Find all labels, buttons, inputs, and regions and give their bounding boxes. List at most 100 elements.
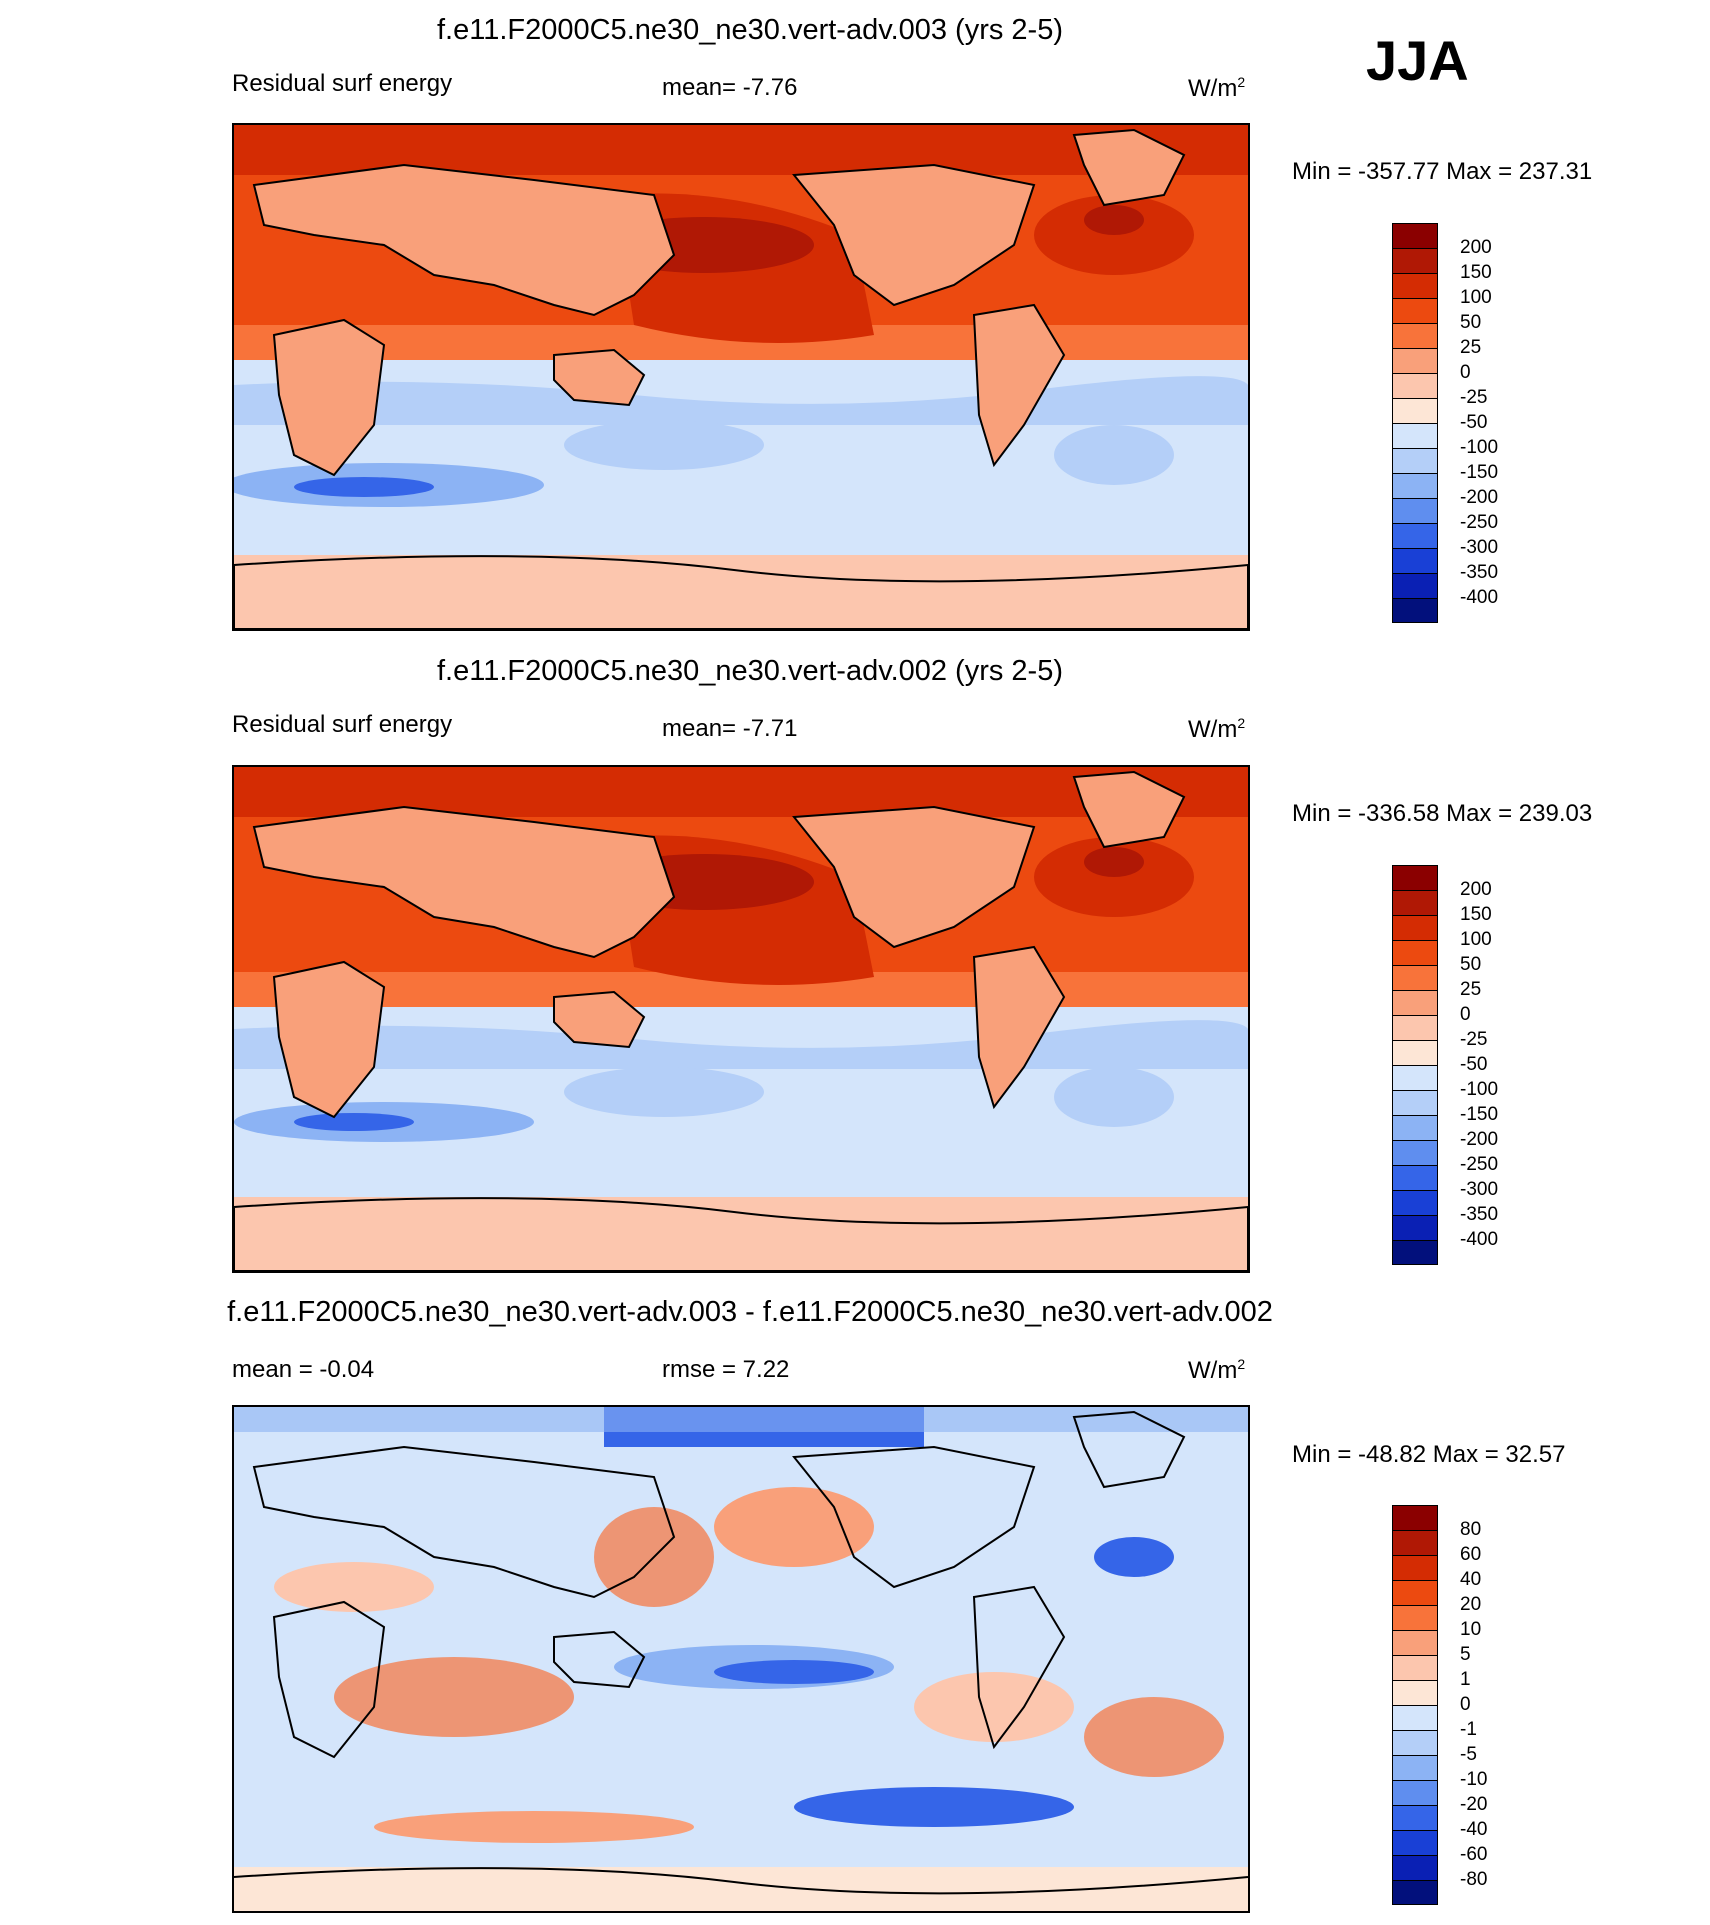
panel-3-colorbar-box [1392, 1655, 1438, 1680]
panel-3-colorbar-label: 80 [1460, 1519, 1482, 1540]
panel-2-colorbar-box [1392, 1165, 1438, 1190]
panel-3-colorbar-box [1392, 1605, 1438, 1630]
panel-3-colorbar-box [1392, 1555, 1438, 1580]
panel-3-colorbar-box [1392, 1530, 1438, 1555]
panel-3-units: W/m2 [1188, 1356, 1246, 1384]
panel-2-colorbar-box [1392, 1015, 1438, 1040]
panel-2-colorbar-box [1392, 865, 1438, 890]
panel-3-colorbar-box [1392, 1730, 1438, 1755]
panel-1-colorbar-label: 0 [1460, 362, 1471, 383]
panel-2-units: W/m2 [1188, 715, 1246, 743]
panel-3-colorbar-box [1392, 1880, 1438, 1905]
panel-1-colorbar-box [1392, 598, 1438, 623]
panel-2-colorbar-box [1392, 1240, 1438, 1265]
panel-3-colorbar-label: 1 [1460, 1669, 1471, 1690]
panel-2-colorbar-label: 150 [1460, 904, 1492, 925]
panel-3-colorbar-label: 0 [1460, 1694, 1471, 1715]
panel-1-colorbar-label: -300 [1460, 537, 1499, 558]
panel-2-mean-label: mean= -7.71 [662, 715, 798, 742]
panel-2-colorbar-label: -400 [1460, 1229, 1499, 1250]
panel-2-colorbar-label: -150 [1460, 1104, 1499, 1125]
panel-2-colorbar [1392, 865, 1438, 1265]
panel-1-colorbar-box [1392, 498, 1438, 523]
panel-3-minmax: Min = -48.82 Max = 32.57 [1292, 1441, 1566, 1468]
panel-3-mean-label: mean = -0.04 [232, 1356, 375, 1383]
panel-1-title: f.e11.F2000C5.ne30_ne30.vert-adv.003 (yr… [436, 14, 1064, 46]
panel-2-colorbar-box [1392, 990, 1438, 1015]
season-label: JJA [1366, 29, 1469, 92]
panel-2-colorbar-box [1392, 1190, 1438, 1215]
panel-1-colorbar-box [1392, 423, 1438, 448]
panel-1-colorbar-box [1392, 523, 1438, 548]
panel-1-colorbar-label: 150 [1460, 262, 1492, 283]
panel-2-colorbar-box [1392, 1140, 1438, 1165]
panel-1-colorbar [1392, 223, 1438, 623]
panel-2-colorbar-box [1392, 1065, 1438, 1090]
panel-3-title: f.e11.F2000C5.ne30_ne30.vert-adv.003 - f… [227, 1296, 1273, 1328]
panel-2-colorbar-box [1392, 1040, 1438, 1065]
panel-1-colorbar-label: -100 [1460, 437, 1499, 458]
panel-2-colorbar-box [1392, 890, 1438, 915]
panel-1-colorbar-label: -400 [1460, 587, 1499, 608]
panel-2-colorbar-label: -250 [1460, 1154, 1499, 1175]
panel-1-units: W/m2 [1188, 74, 1246, 102]
panel-2-colorbar-label: 25 [1460, 979, 1482, 1000]
panel-2-colorbar-label: 100 [1460, 929, 1492, 950]
panel-2-colorbar-label: -350 [1460, 1204, 1499, 1225]
panel-3-colorbar-label: -10 [1460, 1769, 1488, 1790]
panel-1-colorbar-box [1392, 298, 1438, 323]
panel-3-colorbar-label: 20 [1460, 1594, 1482, 1615]
panel-1-colorbar-box [1392, 248, 1438, 273]
panel-3-colorbar-label: -5 [1460, 1744, 1477, 1765]
panel-2-colorbar-box [1392, 940, 1438, 965]
panel-2-colorbar-box [1392, 1090, 1438, 1115]
panel-1-colorbar-box [1392, 548, 1438, 573]
panel-3-colorbar-box [1392, 1630, 1438, 1655]
panel-2-colorbar-label: 50 [1460, 954, 1482, 975]
panel-2-colorbar-box [1392, 1215, 1438, 1240]
panel-1-colorbar-box [1392, 573, 1438, 598]
panel-1-colorbar-label: -150 [1460, 462, 1499, 483]
panel-1-colorbar-box [1392, 323, 1438, 348]
panel-3-rmse-label: rmse = 7.22 [662, 1356, 790, 1383]
panel-2-field-label: Residual surf energy [232, 711, 453, 738]
panel-1-colorbar-box [1392, 373, 1438, 398]
panel-3-colorbar-label: -1 [1460, 1719, 1477, 1740]
panel-2-title: f.e11.F2000C5.ne30_ne30.vert-adv.002 (yr… [436, 655, 1064, 687]
panel-3-colorbar-label: -80 [1460, 1869, 1488, 1890]
panel-2-colorbar-label: 0 [1460, 1004, 1471, 1025]
panel-1-colorbar-box [1392, 398, 1438, 423]
panel-3-colorbar-box [1392, 1580, 1438, 1605]
panel-1-colorbar-label: -250 [1460, 512, 1499, 533]
panel-2-colorbar-label: -25 [1460, 1029, 1488, 1050]
panel-3-colorbar-label: 10 [1460, 1619, 1482, 1640]
panel-1-colorbar-box [1392, 223, 1438, 248]
panel-1-mean-label: mean= -7.76 [662, 74, 798, 101]
panel-3-colorbar-label: 40 [1460, 1569, 1482, 1590]
panel-3-colorbar-box [1392, 1705, 1438, 1730]
panel-1-colorbar-box [1392, 448, 1438, 473]
panel-1-colorbar-label: 100 [1460, 287, 1492, 308]
panel-2-colorbar-label: -100 [1460, 1079, 1499, 1100]
panel-3-colorbar [1392, 1505, 1438, 1905]
panel-3-colorbar-label: -20 [1460, 1794, 1488, 1815]
panel-1-field-label: Residual surf energy [232, 70, 453, 97]
panel-1-minmax: Min = -357.77 Max = 237.31 [1292, 158, 1593, 185]
panel-3-colorbar-box [1392, 1805, 1438, 1830]
panel-1-colorbar-label: -200 [1460, 487, 1499, 508]
panel-2-minmax: Min = -336.58 Max = 239.03 [1292, 800, 1593, 827]
panel-2-colorbar-label: -200 [1460, 1129, 1499, 1150]
panel-1-colorbar-label: -25 [1460, 387, 1488, 408]
panel-3-colorbar-box [1392, 1505, 1438, 1530]
panel-1-colorbar-label: 25 [1460, 337, 1482, 358]
panel-3-colorbar-box [1392, 1830, 1438, 1855]
panel-3-colorbar-label: -60 [1460, 1844, 1488, 1865]
panel-1-colorbar-box [1392, 273, 1438, 298]
panel-3-colorbar-box [1392, 1780, 1438, 1805]
panel-2-colorbar-label: -50 [1460, 1054, 1488, 1075]
panel-1-colorbar-box [1392, 473, 1438, 498]
panel-3-colorbar-box [1392, 1755, 1438, 1780]
panel-1-colorbar-label: -350 [1460, 562, 1499, 583]
panel-1-colorbar-box [1392, 348, 1438, 373]
panel-2-colorbar-box [1392, 1115, 1438, 1140]
